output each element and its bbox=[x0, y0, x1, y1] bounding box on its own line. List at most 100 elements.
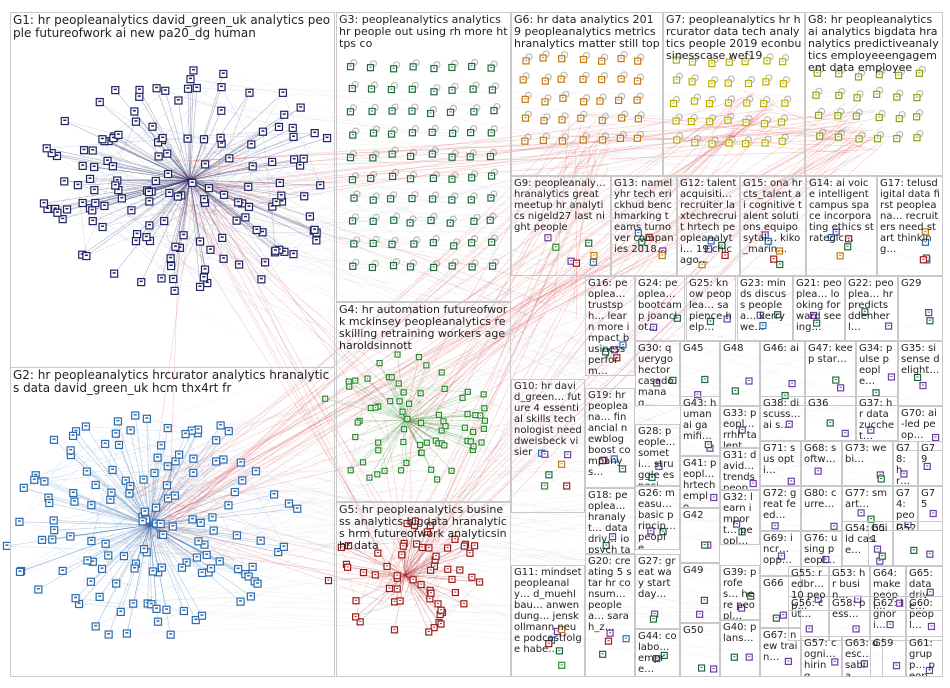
node-g2-glyph bbox=[233, 490, 237, 493]
edge-g1 bbox=[102, 202, 206, 228]
node-g5-glyph bbox=[440, 623, 443, 625]
node-g3-glyph bbox=[369, 66, 372, 68]
node-g5-glyph bbox=[478, 581, 481, 583]
edge-g4 bbox=[391, 356, 420, 378]
edge-g5 bbox=[404, 569, 448, 576]
node-g5-glyph bbox=[458, 569, 461, 571]
edge-inter bbox=[177, 539, 389, 589]
node-g1-glyph bbox=[165, 152, 169, 154]
group-label: G49 bbox=[683, 565, 704, 576]
edge-inter bbox=[171, 109, 785, 267]
node-g8-glyph bbox=[895, 137, 898, 139]
node-g4-glyph bbox=[354, 436, 356, 438]
node-g4-glyph bbox=[470, 440, 472, 442]
node-g5-glyph bbox=[412, 578, 415, 580]
edge-inter bbox=[583, 100, 775, 271]
node-g1-glyph bbox=[176, 99, 180, 101]
node-g3-glyph bbox=[451, 132, 454, 134]
edge-g2 bbox=[70, 450, 151, 526]
node-g2-glyph bbox=[282, 545, 286, 547]
edge-g2 bbox=[149, 524, 183, 568]
node-g3-glyph bbox=[351, 87, 354, 89]
node-g5-glyph bbox=[454, 538, 457, 540]
edge-g5 bbox=[404, 574, 480, 583]
edge-inter bbox=[92, 210, 722, 336]
node-g2-glyph bbox=[100, 567, 104, 569]
edge-g2 bbox=[149, 462, 241, 526]
edge-g2 bbox=[130, 430, 213, 518]
group-box-g71: G71: sus opti… bbox=[760, 441, 801, 486]
edge-g1 bbox=[189, 144, 252, 181]
node-g6-glyph bbox=[579, 117, 582, 119]
edge-g1 bbox=[189, 88, 198, 181]
node-g1-glyph bbox=[259, 277, 263, 280]
node-g1-glyph bbox=[198, 285, 202, 287]
edge-inter bbox=[279, 182, 865, 495]
node-g3-glyph bbox=[452, 244, 455, 246]
node-g23-glyph bbox=[776, 313, 779, 315]
node-g77-glyph bbox=[870, 518, 873, 520]
node-g5-glyph bbox=[435, 555, 438, 557]
edge-inter bbox=[223, 459, 684, 553]
group-box-g29: G29 bbox=[898, 276, 943, 341]
node-g7-glyph bbox=[708, 120, 711, 122]
edge-g1 bbox=[189, 161, 273, 181]
edge-g4 bbox=[451, 414, 468, 471]
group-label: G46: ai bbox=[763, 343, 799, 354]
edge-g1 bbox=[151, 179, 191, 192]
node-g47-glyph bbox=[834, 379, 837, 381]
node-g1-glyph bbox=[251, 164, 255, 167]
node-g1-glyph bbox=[160, 276, 164, 279]
node-g4-glyph bbox=[467, 413, 469, 415]
edge-g4 bbox=[404, 394, 484, 421]
edge-g2 bbox=[95, 484, 137, 564]
edge-g1 bbox=[164, 90, 191, 181]
node-g3-glyph bbox=[351, 265, 354, 267]
group-label: G42 bbox=[683, 510, 704, 521]
edge-inter bbox=[193, 458, 750, 607]
group-label: G34: pulse people… bbox=[859, 343, 893, 387]
edge-inter bbox=[216, 272, 899, 441]
node-g7-glyph bbox=[726, 119, 729, 121]
node-g1-glyph bbox=[76, 183, 80, 186]
node-g1-glyph bbox=[189, 77, 193, 80]
node-g27-glyph bbox=[653, 613, 656, 615]
edge-g4 bbox=[384, 443, 439, 472]
edge-g1 bbox=[64, 179, 191, 182]
edge-g5 bbox=[399, 574, 406, 602]
edge-g2 bbox=[240, 462, 285, 547]
node-g17-glyph bbox=[924, 230, 927, 232]
node-g3-glyph bbox=[372, 199, 375, 201]
node-g1-glyph bbox=[93, 201, 97, 204]
node-g5-glyph bbox=[399, 599, 402, 601]
group-box-g74: G74: peopl… bbox=[893, 486, 918, 531]
node-g77-glyph bbox=[860, 511, 863, 513]
group-label: G78: hr… bbox=[896, 443, 911, 486]
node-g6-glyph bbox=[620, 57, 623, 59]
node-g30-glyph bbox=[671, 379, 674, 381]
edge-inter bbox=[407, 91, 754, 427]
edge-g5 bbox=[404, 547, 423, 576]
node-g8-glyph bbox=[837, 94, 840, 96]
group-label: G73: webi… bbox=[845, 443, 887, 465]
edge-g1 bbox=[170, 179, 191, 267]
node-g2-glyph bbox=[46, 496, 50, 498]
group-label: G22: peoplea… hr predicts ddenherl… bbox=[848, 278, 894, 333]
node-g3-glyph bbox=[372, 220, 375, 222]
edge-inter bbox=[209, 119, 850, 204]
edge-inter bbox=[157, 498, 402, 568]
node-g1-glyph bbox=[325, 136, 329, 139]
node-g1-glyph bbox=[282, 113, 286, 115]
group-label: G11: mindset peopleanaly… d_muehlbau… an… bbox=[514, 567, 582, 655]
node-g7-glyph bbox=[675, 139, 678, 141]
edge-g5 bbox=[355, 574, 406, 618]
edge-inter bbox=[281, 195, 922, 507]
edge-g2 bbox=[143, 548, 249, 577]
node-g1-glyph bbox=[50, 151, 54, 154]
edge-inter bbox=[196, 335, 557, 558]
node-g5-glyph bbox=[420, 583, 423, 585]
node-g8-glyph bbox=[857, 75, 860, 77]
edge-g1 bbox=[64, 120, 119, 136]
node-g1-glyph bbox=[55, 154, 59, 156]
group-box-g3: G3: peopleanalytics analytics hr people … bbox=[336, 12, 511, 302]
